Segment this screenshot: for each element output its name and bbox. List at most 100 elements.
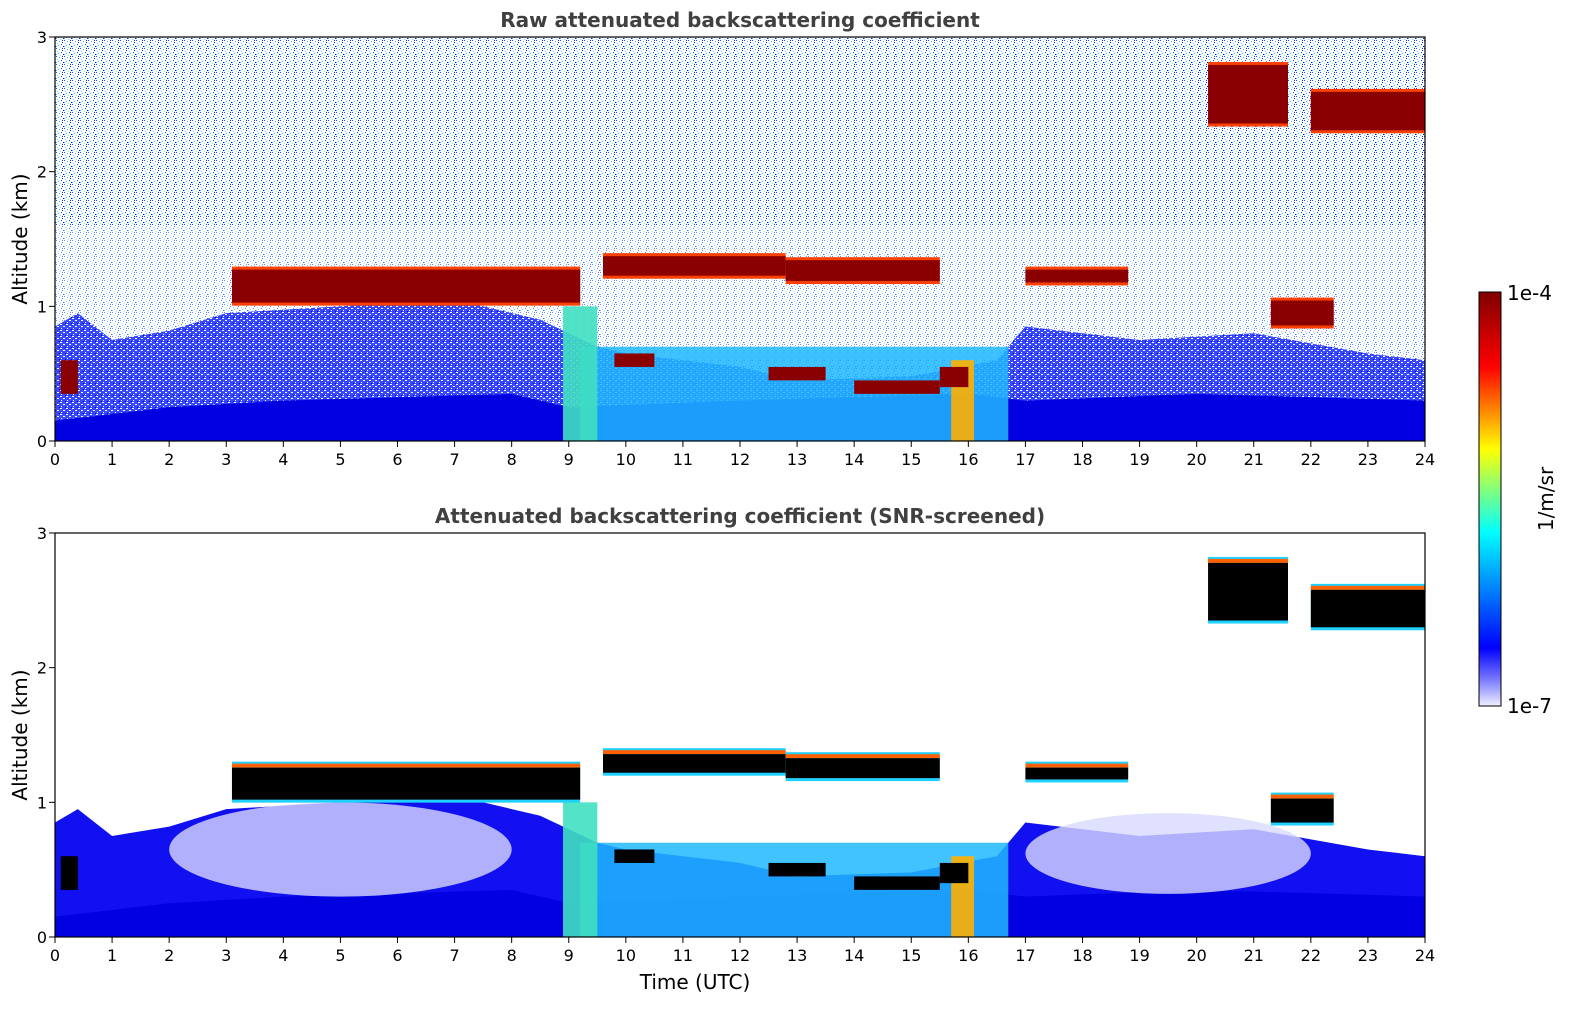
x-tick-label: 11: [673, 450, 693, 469]
x-tick-label: 9: [564, 946, 574, 965]
cloud-layer-top: [231, 763, 581, 768]
x-tick-label: 4: [278, 946, 288, 965]
y-axis-label: Altitude (km): [8, 669, 32, 800]
x-tick-label: 2: [164, 450, 174, 469]
x-tick-label: 7: [449, 946, 459, 965]
x-tick-label: 18: [1072, 450, 1092, 469]
low-cloud: [939, 366, 969, 388]
cloud-layer-top: [603, 750, 786, 755]
cloud-layer: [1025, 269, 1129, 283]
x-tick-label: 23: [1358, 450, 1378, 469]
x-tick-label: 17: [1015, 450, 1035, 469]
low-cloud: [939, 862, 969, 884]
cloud-layer: [785, 260, 940, 282]
x-tick-label: 13: [787, 946, 807, 965]
panel-1: 0 1 2 3 4 5 6 7 8 9 10 11 12 13 14 15 16 17 18 19 20 21 22 23 24…: [8, 8, 1435, 469]
y-tick-label: 2: [37, 163, 47, 182]
cloud-layer-top: [1270, 794, 1334, 799]
x-tick-label: 7: [449, 450, 459, 469]
cloud-layer: [1270, 798, 1334, 823]
cloud-layer: [231, 269, 581, 303]
x-tick-label: 8: [507, 450, 517, 469]
low-cloud: [768, 862, 826, 877]
y-axis-label: Altitude (km): [8, 173, 32, 304]
x-tick-label: 21: [1244, 450, 1264, 469]
x-tick-label: 19: [1129, 946, 1149, 965]
x-tick-label: 10: [616, 946, 636, 965]
cloud-layer-top: [1025, 763, 1129, 768]
x-tick-label: 15: [901, 450, 921, 469]
x-tick-label: 1: [107, 450, 117, 469]
cloud-layer-top: [1208, 558, 1288, 563]
x-tick-label: 5: [335, 946, 345, 965]
x-tick-label: 23: [1358, 946, 1378, 965]
heatmap-area: [55, 37, 1425, 441]
x-tick-label: 6: [392, 450, 402, 469]
cloud-layer: [785, 758, 940, 779]
x-tick-label: 2: [164, 946, 174, 965]
y-tick-label: 0: [37, 928, 47, 947]
x-tick-label: 4: [278, 450, 288, 469]
precip-column: [563, 306, 598, 441]
colorbar-min-label: 1e-7: [1507, 694, 1552, 718]
x-tick-label: 24: [1415, 450, 1435, 469]
y-tick-label: 3: [37, 524, 47, 543]
x-tick-label: 15: [901, 946, 921, 965]
cloud-layer: [1310, 589, 1425, 628]
panel-title: Attenuated backscattering coefficient (S…: [435, 504, 1045, 528]
pale-aerosol: [1025, 813, 1311, 894]
x-tick-label: 1: [107, 946, 117, 965]
low-cloud: [768, 366, 826, 381]
low-cloud: [854, 380, 940, 394]
x-tick-label: 20: [1186, 946, 1206, 965]
x-tick-label: 8: [507, 946, 517, 965]
x-tick-label: 0: [50, 946, 60, 965]
x-tick-label: 24: [1415, 946, 1435, 965]
y-tick-label: 2: [37, 659, 47, 678]
y-tick-label: 0: [37, 432, 47, 451]
x-tick-label: 5: [335, 450, 345, 469]
x-tick-label: 16: [958, 450, 978, 469]
low-cloud: [60, 856, 78, 890]
x-tick-label: 13: [787, 450, 807, 469]
x-tick-label: 20: [1186, 450, 1206, 469]
panel-2: 0 1 2 3 4 5 6 7 8 9 10 11 12 13 14 15 16 17 18 19 20 21 22 23 24…: [8, 504, 1435, 994]
x-tick-label: 11: [673, 946, 693, 965]
low-cloud: [60, 360, 78, 394]
y-tick-label: 3: [37, 28, 47, 47]
x-tick-label: 12: [730, 946, 750, 965]
x-tick-label: 22: [1301, 450, 1321, 469]
colorbar-unit-label: 1/m/sr: [1534, 466, 1558, 531]
colorbar-max-label: 1e-4: [1507, 281, 1552, 305]
x-tick-label: 12: [730, 450, 750, 469]
x-axis-label: Time (UTC): [639, 970, 751, 994]
x-tick-label: 14: [844, 946, 864, 965]
x-tick-label: 22: [1301, 946, 1321, 965]
colorbar-gradient: [1478, 291, 1502, 707]
cloud-layer: [603, 256, 786, 276]
x-tick-label: 21: [1244, 946, 1264, 965]
cloud-layer: [231, 767, 581, 800]
cloud-layer: [1310, 91, 1425, 131]
cloud-layer-top: [1310, 585, 1425, 590]
low-cloud: [614, 353, 655, 367]
panel-title: Raw attenuated backscattering coefficien…: [500, 8, 980, 32]
cloud-layer: [603, 754, 786, 773]
x-tick-label: 6: [392, 946, 402, 965]
heatmap-area: [55, 533, 1425, 937]
y-tick-label: 1: [37, 793, 47, 812]
x-tick-label: 0: [50, 450, 60, 469]
cloud-layer-top: [785, 754, 940, 759]
cloud-layer: [1270, 300, 1334, 326]
low-cloud: [614, 849, 655, 863]
cloud-layer: [1025, 767, 1129, 780]
y-tick-label: 1: [37, 297, 47, 316]
cloud-layer: [1208, 562, 1288, 621]
colorbar: 1e-4 1e-7 1/m/sr: [1478, 281, 1558, 718]
x-tick-label: 10: [616, 450, 636, 469]
precip-column: [563, 802, 598, 937]
pale-aerosol: [169, 802, 512, 897]
x-tick-label: 17: [1015, 946, 1035, 965]
cloud-layer: [1208, 64, 1288, 124]
